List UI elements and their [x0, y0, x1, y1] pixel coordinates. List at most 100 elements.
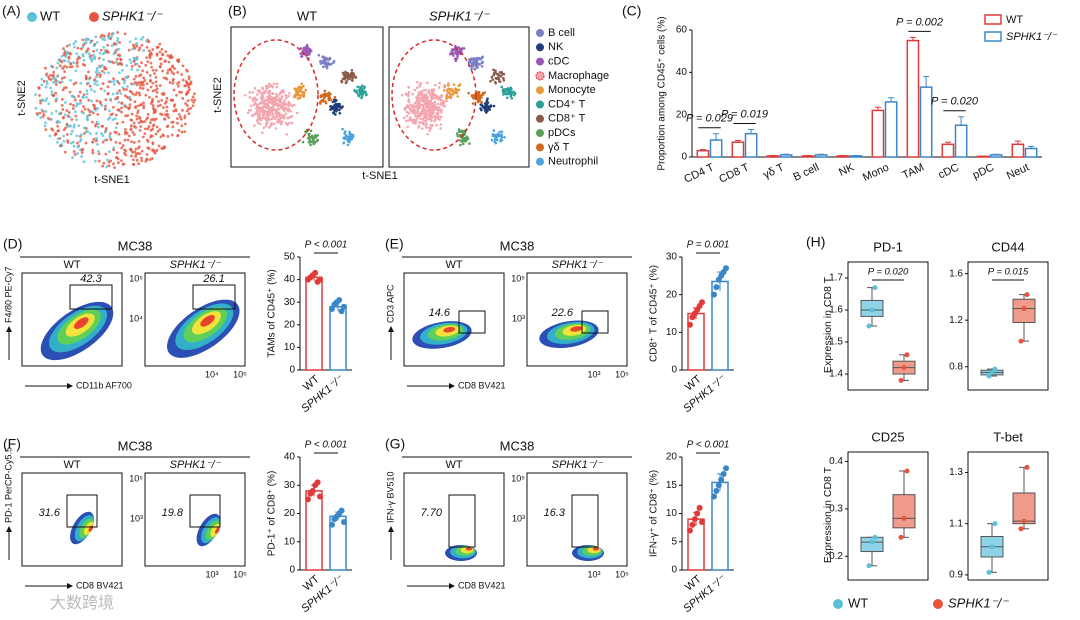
tsne-dot [137, 115, 141, 119]
tsne-dot [465, 136, 469, 139]
y-tick-label: 0.3 [829, 504, 843, 515]
tsne-dot [132, 77, 136, 81]
tsne-dot [407, 86, 410, 89]
gate-percent: 16.3 [544, 507, 566, 519]
tsne-dot [183, 116, 187, 120]
tsne-dot [255, 119, 259, 123]
tsne-dot [406, 125, 410, 129]
tsne-dot [101, 140, 105, 144]
legend-marker [89, 12, 99, 22]
tsne-dot [253, 124, 256, 127]
tsne-dot [282, 91, 286, 94]
tsne-dot [52, 94, 56, 98]
tsne-dot [274, 92, 278, 96]
tsne-dot [276, 117, 280, 121]
tsne-dot [193, 98, 197, 102]
tsne-dot [102, 45, 106, 49]
tsne-dot [261, 131, 264, 135]
tsne-dot [337, 103, 340, 107]
tsne-dot [112, 105, 115, 109]
tsne-dot [357, 93, 360, 97]
tsne-dot [67, 111, 71, 114]
tsne-dot [485, 100, 489, 104]
tsne-dot [340, 106, 343, 110]
flow-tick-label: 10⁵ [615, 369, 629, 379]
tsne-dot [253, 112, 257, 116]
tsne-dot [153, 151, 157, 155]
tsne-dot [38, 94, 41, 97]
tsne-dot [439, 123, 443, 126]
tsne-dot [116, 161, 120, 165]
tsne-dot [155, 91, 159, 94]
tsne-dot [158, 84, 162, 87]
flow-tick-label: 10³ [587, 569, 600, 579]
tsne-dot [112, 61, 115, 65]
tsne-dot [470, 65, 474, 68]
tsne-dot [316, 138, 320, 142]
tsne-dot [164, 50, 168, 54]
tsne-dot [40, 77, 44, 81]
data-point [904, 352, 910, 358]
tsne-dot [107, 117, 110, 121]
tsne-dot [492, 104, 496, 108]
tsne-dot [70, 118, 74, 121]
tsne-dot [133, 150, 137, 154]
tsne-dot [145, 45, 149, 49]
tsne-dot [134, 81, 137, 84]
tsne-dot [143, 78, 147, 82]
tsne-dot [428, 107, 432, 111]
tsne-dot [461, 142, 465, 146]
tsne-dot [180, 130, 184, 134]
tsne-dot [145, 39, 149, 43]
gate-percent: 26.1 [202, 273, 224, 285]
data-point [1018, 338, 1024, 344]
density [570, 326, 583, 332]
data-point [699, 518, 705, 525]
tsne-dot [134, 74, 138, 78]
tsne-dot [63, 64, 67, 68]
tsne-dot [88, 76, 92, 80]
tsne-dot [144, 63, 148, 67]
tsne-dot [88, 41, 92, 45]
tsne-dot [266, 118, 270, 122]
tsne-dot [424, 124, 428, 128]
tsne-dot [498, 130, 502, 134]
tsne-dot [146, 88, 150, 92]
tsne-dot [425, 122, 428, 126]
tsne-dot [134, 126, 138, 129]
tsne-dot [95, 120, 99, 124]
tsne-dot [278, 98, 282, 102]
tsne-dot [417, 103, 421, 107]
data-point [694, 510, 701, 517]
legend-marker [27, 12, 37, 22]
tsne-dot [92, 44, 96, 47]
tsne-dot [313, 141, 316, 145]
tsne-dot [193, 92, 196, 96]
tsne-dot [130, 140, 133, 144]
tsne-dot [122, 81, 126, 85]
tsne-dot [79, 47, 83, 51]
tsne-dot [275, 85, 279, 89]
tsne-dot [140, 149, 144, 153]
tsne-dot [457, 128, 461, 131]
data-point [1024, 292, 1030, 298]
tsne-dot [119, 159, 123, 163]
plot-frame [847, 261, 929, 391]
tsne-dot [462, 129, 466, 133]
x-tick-label: γδ T [762, 161, 787, 181]
tsne-dot [422, 95, 426, 98]
tsne-dot [66, 114, 70, 118]
tsne-dot [302, 46, 305, 50]
legend-marker [536, 129, 544, 138]
tsne-dot [353, 88, 356, 92]
tsne-dot [94, 35, 98, 39]
tsne-dot [285, 96, 288, 100]
tsne-dot [443, 84, 447, 87]
tsne-dot [447, 91, 451, 94]
tsne-dot [141, 69, 144, 73]
tsne-dot [350, 69, 354, 72]
tsne-dot [103, 38, 107, 42]
tsne-dot [304, 88, 308, 92]
legend-label: WT [1006, 14, 1023, 26]
y-axis-label: CD8⁺ T of CD45⁺ (%) [649, 265, 660, 362]
